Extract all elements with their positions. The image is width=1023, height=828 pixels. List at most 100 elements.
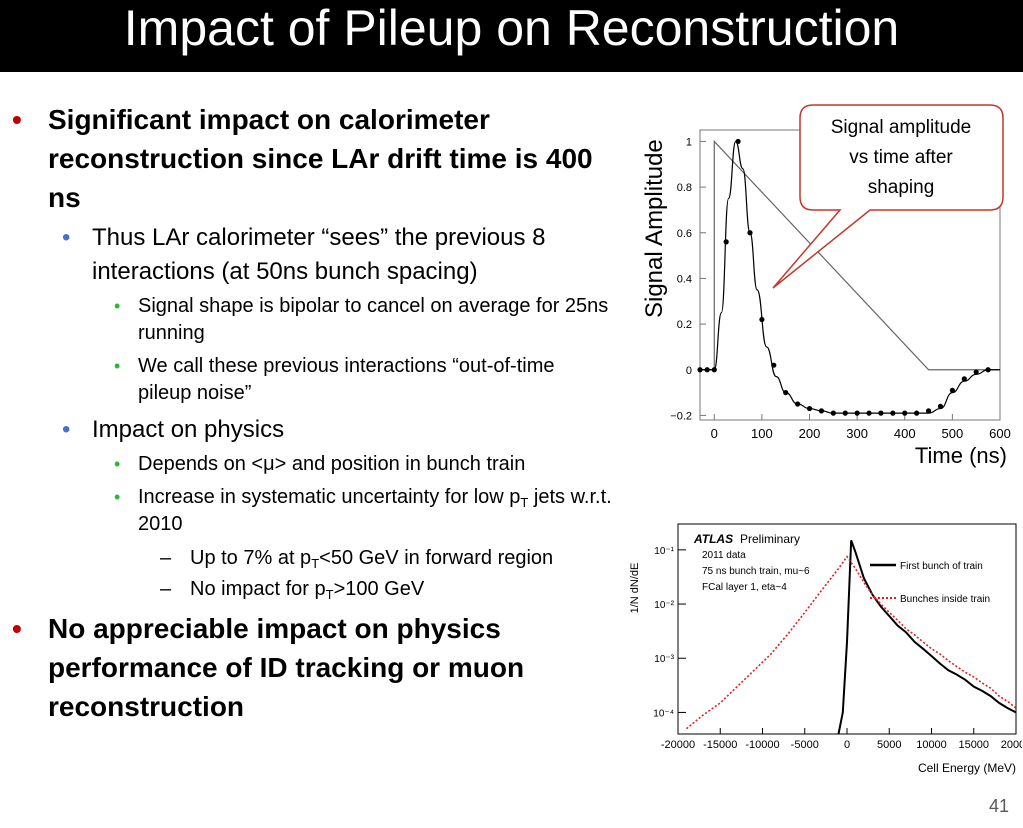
page-number: 41 [988, 796, 1009, 816]
bullet-text: Up to 7% at pT<50 GeV in forward region [190, 547, 554, 571]
y-tick-label: 0.2 [677, 319, 692, 331]
bullet-level2: • Impact on physics [12, 413, 612, 447]
data-point [961, 376, 967, 382]
bullet-level3: • We call these previous interactions “o… [12, 353, 612, 407]
data-point [902, 410, 908, 416]
data-point [830, 410, 836, 416]
y-tick-label: 10⁻² [654, 600, 674, 611]
legend-entry: First bunch of train [900, 561, 983, 572]
bullet-text: We call these previous interactions “out… [138, 355, 555, 404]
data-point [747, 230, 753, 236]
callout-line: Signal amplitude [831, 117, 971, 138]
y-tick-label: 10⁻³ [654, 654, 674, 665]
bullet-list: • Significant impact on calorimeter reco… [12, 100, 612, 730]
bullet-text: Significant impact on calorimeter recons… [48, 104, 593, 213]
data-point [771, 362, 777, 368]
bullet-marker: • [12, 104, 22, 135]
preliminary-label: Preliminary [740, 532, 800, 546]
x-tick-label: 0 [711, 426, 718, 441]
y-tick-label: −0.2 [670, 410, 692, 422]
data-point [795, 401, 801, 407]
data-point [973, 369, 979, 375]
data-point [866, 410, 872, 416]
bullet-text: Increase in systematic uncertainty for l… [138, 486, 612, 535]
x-tick-label: 400 [894, 426, 916, 441]
bullet-text-part: <50 GeV in forward region [319, 547, 554, 569]
subscript: T [325, 587, 334, 602]
info-line: FCal layer 1, eta~4 [702, 582, 787, 593]
y-tick-label: 10⁻¹ [654, 546, 674, 557]
data-point [704, 367, 710, 373]
bullet-level1: • Significant impact on calorimeter reco… [12, 100, 612, 217]
x-tick-label: 20000 [1001, 739, 1022, 751]
cell-energy-chart: -20000 -15000 -10000 -5000 0 5000 10000 15000 20… [629, 523, 1022, 775]
legend-entry: Bunches inside train [900, 594, 990, 605]
bullet-text: No impact for pT>100 GeV [190, 578, 425, 602]
callout: Signal amplitude vs time after shaping [772, 104, 1004, 289]
data-point [842, 410, 848, 416]
data-point [937, 403, 944, 409]
x-tick-label: 100 [751, 426, 773, 441]
bullet-marker: • [62, 416, 71, 443]
bullet-text-part: Increase in systematic uncertainty for l… [138, 486, 521, 508]
callout-line: shaping [868, 177, 935, 198]
data-point [723, 239, 729, 245]
info-line: 75 ns bunch train, mu~6 [702, 566, 810, 577]
x-tick-label: -5000 [791, 739, 819, 751]
x-tick-label: 300 [846, 426, 868, 441]
subscript: T [520, 495, 529, 510]
y-tick-label: 10⁻⁴ [653, 708, 674, 719]
x-tick-label: 5000 [877, 739, 901, 751]
data-point [985, 367, 991, 373]
series-line-first-bunch [837, 539, 1017, 735]
bullet-text-part: >100 GeV [333, 578, 425, 600]
x-axis-label: Cell Energy (MeV) [918, 761, 1016, 775]
signal-amplitude-chart: 0 100 200 300 400 500 600 −0.2 0 0.2 0.4 0.6 0.8 1 Si… [641, 104, 1011, 468]
slide-title: Impact of Pileup on Reconstruction [0, 0, 1023, 72]
x-tick-label: 600 [989, 426, 1011, 441]
data-point [925, 408, 932, 414]
x-tick-label: 0 [844, 739, 850, 751]
bullet-text: Thus LAr calorimeter “sees” the previous… [92, 224, 546, 285]
y-tick-label: 0.6 [677, 228, 692, 240]
x-axis-label: Time (ns) [915, 443, 1007, 468]
callout-line: vs time after [849, 147, 953, 168]
y-tick-label: 0.8 [677, 182, 692, 194]
bullet-text: Impact on physics [92, 416, 285, 443]
bullet-marker: • [114, 454, 121, 474]
data-point [878, 410, 884, 416]
bullet-level4: – No impact for pT>100 GeV [12, 575, 612, 603]
bullet-marker: • [114, 487, 121, 507]
bullet-marker: • [62, 224, 71, 251]
bullet-text-part: No impact for p [190, 578, 326, 600]
bullet-level1: • No appreciable impact on physics perfo… [12, 609, 612, 726]
bullet-level3: • Increase in systematic uncertainty for… [12, 484, 612, 538]
data-point [806, 405, 813, 412]
bullet-marker: – [160, 578, 172, 600]
y-tick-label: 1 [686, 136, 692, 148]
data-point [854, 410, 860, 416]
data-point [914, 410, 920, 416]
bullet-level2: • Thus LAr calorimeter “sees” the previo… [12, 221, 612, 289]
bullet-marker: • [12, 613, 22, 644]
series-line-inside-train [685, 555, 1017, 730]
y-tick-label: 0 [686, 365, 692, 377]
x-tick-label: -15000 [703, 739, 737, 751]
x-tick-label: 15000 [958, 739, 989, 751]
bullet-level4: – Up to 7% at pT<50 GeV in forward regio… [12, 544, 612, 572]
subscript: T [311, 556, 320, 571]
atlas-label: ATLAS [693, 532, 733, 546]
data-point [759, 316, 765, 323]
data-point [711, 367, 717, 373]
bullet-level3: • Depends on <μ> and position in bunch t… [12, 451, 612, 478]
bullet-marker: • [114, 296, 121, 316]
x-tick-label: 10000 [916, 739, 947, 751]
x-tick-label: -10000 [745, 739, 779, 751]
y-axis-label: 1/N dN/dE [629, 563, 641, 614]
bullet-marker: – [160, 547, 172, 569]
bullet-text: Signal shape is bipolar to cancel on ave… [138, 295, 609, 344]
data-point [890, 410, 896, 416]
x-tick-label: 500 [942, 426, 964, 441]
data-point [818, 408, 825, 414]
data-point [697, 367, 703, 373]
